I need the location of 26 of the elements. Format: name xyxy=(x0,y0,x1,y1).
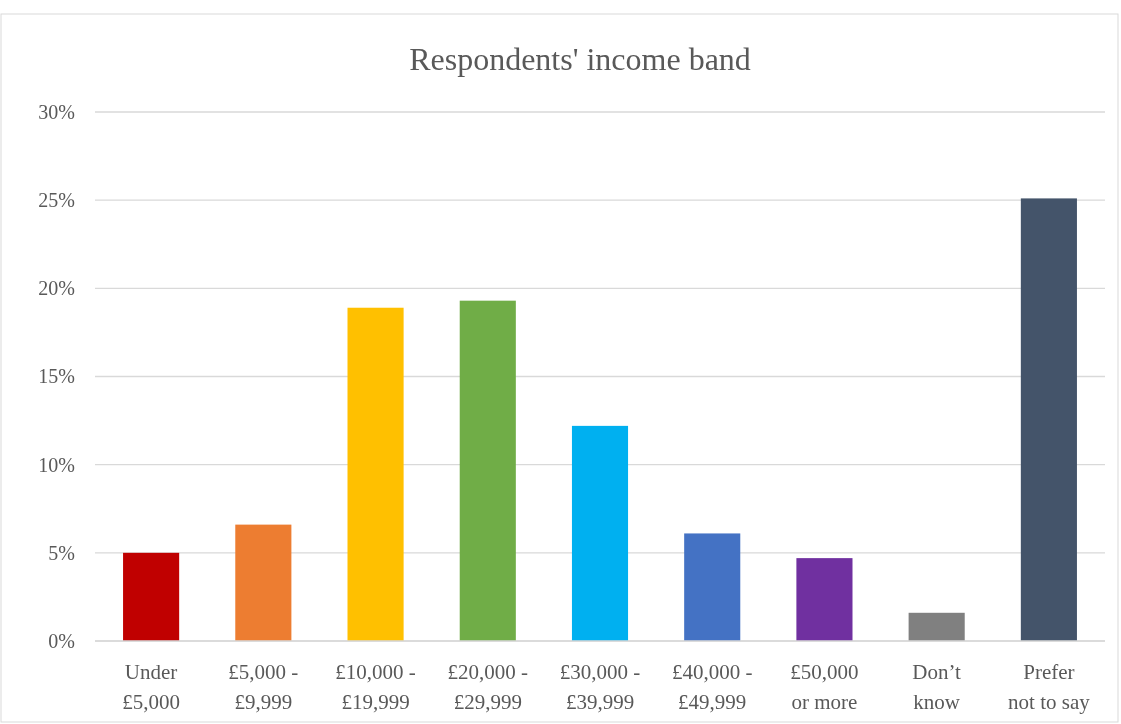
y-tick-label: 15% xyxy=(38,365,75,388)
bar xyxy=(1020,198,1077,641)
x-tick-label: Prefer not to say xyxy=(1008,660,1091,714)
x-tick-label: £5,000 - £9,999 xyxy=(228,660,299,714)
bar xyxy=(347,307,404,641)
bar xyxy=(235,524,292,641)
y-tick-label: 0% xyxy=(48,629,75,652)
x-tick-label: Don’t know xyxy=(912,660,962,714)
bar xyxy=(571,425,629,641)
x-tick-label: Under £5,000 xyxy=(122,660,180,714)
x-tick-label: £40,000 - £49,999 xyxy=(671,660,753,714)
y-tick-label: 10% xyxy=(38,453,75,476)
x-tick-label: £10,000 - £19,999 xyxy=(335,660,416,714)
bar xyxy=(908,612,965,641)
y-tick-label: 30% xyxy=(38,100,75,123)
bar xyxy=(684,533,741,641)
bar xyxy=(459,300,516,641)
y-tick-label: 20% xyxy=(38,277,75,300)
chart-title: Respondents' income band xyxy=(409,41,751,77)
bar xyxy=(123,552,180,641)
y-tick-label: 5% xyxy=(48,541,75,564)
y-tick-label: 25% xyxy=(38,189,75,212)
x-tick-label: £50,000 or more xyxy=(790,660,859,714)
x-tick-label: £30,000 - £39,999 xyxy=(559,660,641,714)
x-tick-label: £20,000 - £29,999 xyxy=(447,660,529,714)
bar xyxy=(796,558,853,641)
